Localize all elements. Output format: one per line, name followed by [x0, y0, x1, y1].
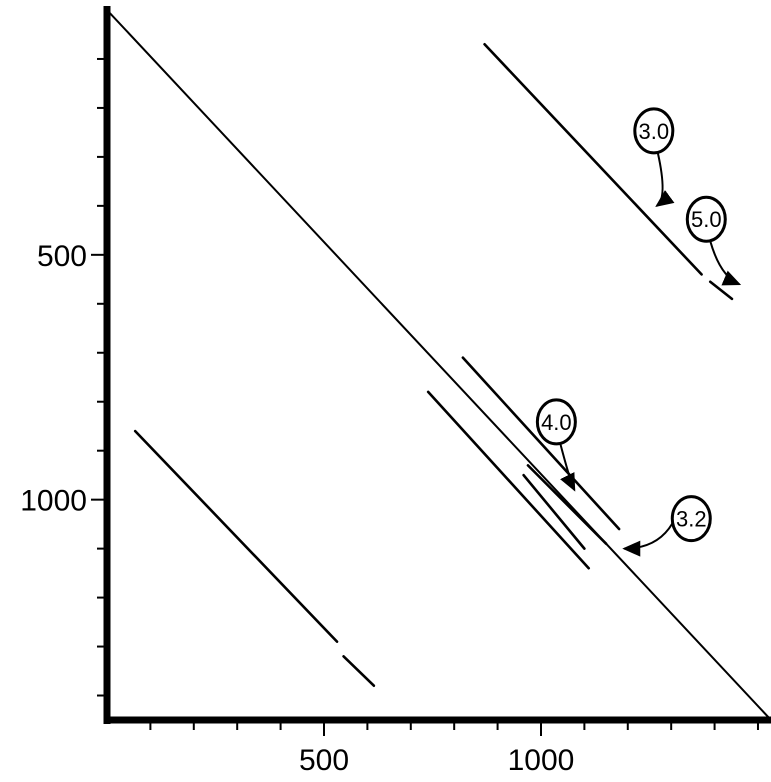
segment-lower-diagonal-tail — [344, 656, 374, 685]
segment-lower-diagonal — [135, 431, 337, 642]
callouts: 3.0 5.0 4.0 3.2 — [537, 109, 739, 549]
callout-label: 3.0 — [639, 119, 670, 144]
x-tick-label-500: 500 — [299, 744, 349, 777]
y-tick-label-1000: 1000 — [20, 485, 87, 518]
y-tick-label-500: 500 — [37, 240, 87, 273]
callout-arrow — [710, 241, 739, 284]
tick-marks — [91, 59, 758, 736]
callout-arrow — [624, 524, 672, 549]
callout-5-0: 5.0 — [687, 197, 739, 284]
plot-segments — [107, 10, 771, 720]
segment-upper-diagonal-tail — [710, 282, 732, 299]
callout-label: 3.2 — [676, 507, 707, 532]
segment-upper-diagonal — [485, 44, 702, 274]
segment-near-diagonal-1 — [463, 358, 619, 529]
x-tick-label-1000: 1000 — [508, 744, 575, 777]
callout-label: 5.0 — [691, 207, 722, 232]
callout-arrow — [657, 153, 663, 206]
callout-3-2: 3.2 — [624, 497, 710, 549]
callout-label: 4.0 — [541, 410, 572, 435]
segment-near-diagonal-3 — [528, 465, 606, 543]
callout-3-0: 3.0 — [635, 109, 673, 206]
segment-main-diagonal — [107, 10, 771, 720]
